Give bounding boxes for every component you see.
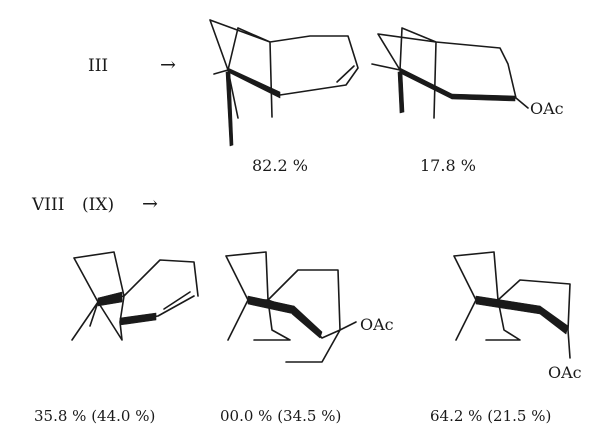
- structure-acetate-eq-row2: [225, 251, 357, 363]
- bold-bond-wedge: [291, 305, 323, 339]
- bold-bond-wedge: [475, 295, 541, 315]
- structure-olefin-row2: [71, 251, 199, 341]
- structure-olefin-row1: [209, 19, 359, 147]
- methyl-wedge: [397, 71, 405, 114]
- bold-bond-wedge: [247, 295, 295, 315]
- bold-bond-wedge: [451, 93, 516, 102]
- structure-acetate-ax-row2: [453, 251, 571, 359]
- bold-bond-wedge: [119, 312, 157, 326]
- methyl-wedge: [225, 71, 234, 147]
- reactant-label-IX: (IX): [82, 195, 114, 215]
- oac-label-ax: OAc: [548, 363, 582, 382]
- bold-bond-wedge: [539, 305, 569, 335]
- oac-label-eq: OAc: [360, 315, 394, 334]
- structure-acetate-row1: [371, 27, 529, 119]
- oac-label-row1: OAc: [530, 99, 564, 118]
- yield-acetate-eq-row2: 00.0 % (34.5 %): [220, 407, 341, 425]
- reaction-arrow-1: →: [160, 54, 176, 76]
- bold-bond-wedge: [97, 291, 123, 307]
- yield-olefin-row2: 35.8 % (44.0 %): [34, 407, 155, 425]
- bold-bond-wedge: [399, 67, 453, 100]
- reaction-arrow-2: →: [142, 193, 158, 215]
- yield-acetate-ax-row2: 64.2 % (21.5 %): [430, 407, 551, 425]
- yield-olefin-row1: 82.2 %: [252, 156, 308, 175]
- reactant-label-III: III: [88, 56, 108, 76]
- yield-acetate-row1: 17.8 %: [420, 156, 476, 175]
- bold-bond-wedge: [227, 67, 281, 99]
- reactant-label-VIII: VIII: [31, 195, 64, 215]
